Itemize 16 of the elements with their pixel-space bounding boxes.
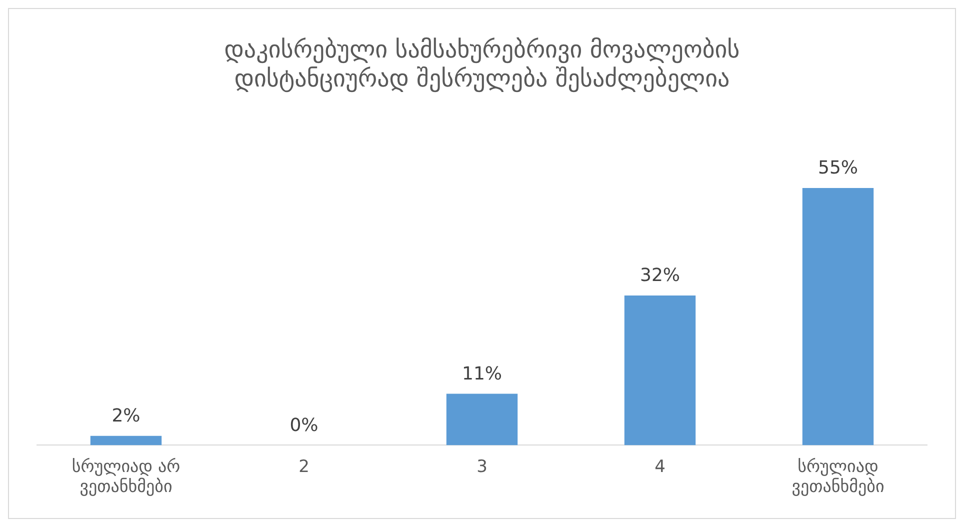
text: დაკისრებული სამსახურებრივი მოვალეობის xyxy=(224,36,740,64)
bar xyxy=(624,296,696,446)
x-tick-label: სრულიად არ ვეთანხმები xyxy=(72,456,180,498)
text: დისტანციურად შესრულება შესაძლებელია xyxy=(234,64,730,92)
x-tick-label: 3 xyxy=(476,456,488,477)
data-label: 0% xyxy=(290,414,318,436)
x-tick-label: 4 xyxy=(654,456,666,477)
data-label: 55% xyxy=(818,158,858,179)
data-label: 32% xyxy=(640,265,680,286)
data-label: 11% xyxy=(462,363,502,384)
data-label: 2% xyxy=(112,406,140,427)
bar xyxy=(90,436,162,446)
x-tick-label: სრულიად ვეთანხმები xyxy=(792,456,884,498)
bar xyxy=(802,188,874,446)
bar xyxy=(446,394,518,446)
x-tick-label: 2 xyxy=(298,456,310,477)
